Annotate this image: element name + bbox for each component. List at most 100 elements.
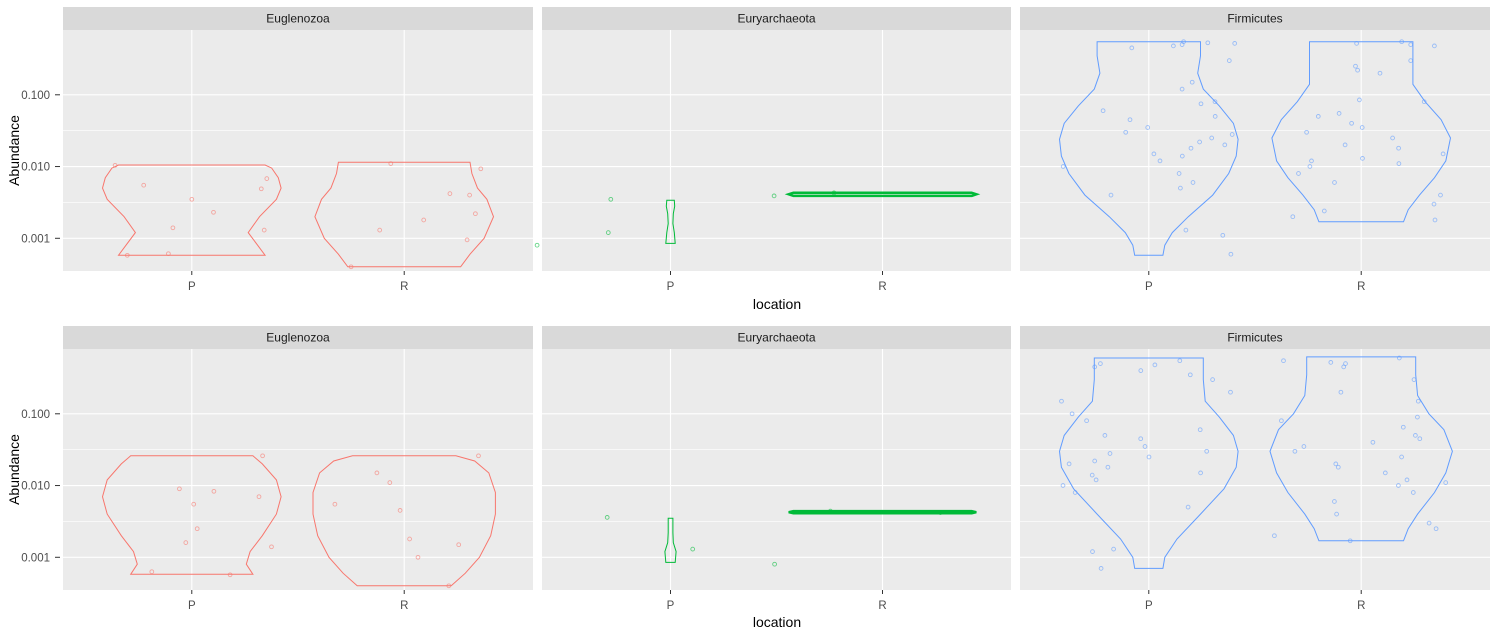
data-point <box>1226 58 1232 63</box>
data-point <box>211 488 217 494</box>
data-point <box>1232 41 1238 46</box>
data-point <box>1426 520 1432 526</box>
data-point <box>1390 135 1395 141</box>
data-point <box>1413 433 1418 438</box>
data-point <box>1290 214 1296 220</box>
data-point <box>1069 411 1075 417</box>
data-point <box>1338 389 1344 395</box>
data-point <box>1142 444 1148 449</box>
data-point <box>1198 470 1203 476</box>
x-tick-label: R <box>400 281 408 293</box>
data-point <box>1220 232 1226 238</box>
data-point <box>1432 43 1437 49</box>
data-point <box>258 186 264 192</box>
y-axis-title: Abundance <box>6 115 22 186</box>
data-point <box>1179 153 1185 159</box>
data-point <box>1189 79 1195 85</box>
data-point <box>772 561 777 567</box>
y-tick-label: 0.100 <box>21 90 50 102</box>
data-point <box>1309 158 1314 164</box>
data-point <box>1321 208 1327 214</box>
data-point <box>1396 161 1402 166</box>
data-point <box>1185 504 1191 510</box>
data-point <box>407 536 412 542</box>
data-point <box>1341 364 1347 370</box>
x-tick-label: P <box>188 600 196 612</box>
data-point <box>1443 480 1449 485</box>
data-point <box>1396 145 1401 151</box>
data-point <box>1145 125 1151 130</box>
data-point <box>478 166 484 172</box>
facet-strip <box>1020 7 1490 30</box>
data-point <box>1433 526 1439 532</box>
data-point <box>1399 454 1404 460</box>
data-point <box>1410 490 1416 495</box>
x-tick-label: R <box>878 600 886 612</box>
violin-firmicutes-r <box>1271 41 1452 223</box>
data-point <box>1332 499 1337 504</box>
data-point <box>608 196 614 202</box>
data-point <box>1408 58 1414 63</box>
data-point <box>1146 454 1152 460</box>
data-point <box>1190 180 1196 185</box>
data-point <box>269 544 274 550</box>
violin-euryarchaeota-r <box>784 191 981 198</box>
data-point <box>149 569 155 575</box>
x-axis-title: location <box>753 296 801 312</box>
violin-firmicutes-p <box>1058 41 1239 256</box>
panel-background <box>63 30 533 271</box>
violin-euglenozoa-p <box>101 455 282 575</box>
x-tick-label: P <box>1145 281 1153 293</box>
violin-firmicutes-r <box>1269 356 1453 542</box>
data-point <box>1072 490 1078 495</box>
data-point <box>1066 461 1072 467</box>
data-point <box>1210 377 1215 382</box>
data-point <box>1360 156 1365 161</box>
data-point <box>690 546 696 552</box>
data-point <box>828 508 833 514</box>
data-point <box>1347 538 1353 544</box>
data-point <box>1349 120 1354 126</box>
data-point <box>1089 472 1095 478</box>
data-point <box>1181 39 1186 45</box>
data-point <box>1404 477 1410 483</box>
violin-euglenozoa-r <box>314 161 495 268</box>
data-point <box>605 230 611 235</box>
data-point <box>1212 99 1218 105</box>
data-point <box>1296 171 1301 176</box>
data-point <box>1127 117 1133 123</box>
y-tick-label: 0.001 <box>21 552 50 564</box>
data-point <box>1092 364 1098 370</box>
data-point <box>1377 70 1383 76</box>
data-point <box>194 526 200 532</box>
y-tick-label: 0.010 <box>21 481 50 493</box>
data-point <box>332 501 338 507</box>
data-point <box>1098 566 1104 571</box>
data-point <box>831 190 837 196</box>
y-axis-title: Abundance <box>6 434 22 505</box>
panel-background <box>542 30 1011 271</box>
facet-strip <box>63 7 533 30</box>
data-point <box>1272 533 1277 539</box>
facet-panel-euglenozoa: Euglenozoa P R <box>63 7 533 293</box>
facet-strip <box>1020 326 1490 349</box>
data-point <box>1342 142 1348 148</box>
data-point <box>1111 546 1116 552</box>
violin-euryarchaeota-r <box>788 509 977 515</box>
data-point <box>388 161 394 166</box>
x-tick-label: R <box>1357 281 1365 293</box>
data-point <box>264 176 270 181</box>
data-point <box>1138 368 1144 373</box>
data-point <box>1138 436 1144 442</box>
data-point <box>189 196 195 202</box>
data-point <box>1355 67 1360 73</box>
data-point <box>1396 355 1402 361</box>
data-point <box>1229 132 1235 137</box>
data-point <box>1354 41 1359 46</box>
x-tick-label: P <box>667 281 675 293</box>
x-tick-label: P <box>1145 600 1153 612</box>
violin-euryarchaeota-p <box>665 199 676 244</box>
data-point <box>1129 45 1135 51</box>
data-point <box>1332 180 1337 185</box>
data-point <box>1396 483 1401 488</box>
